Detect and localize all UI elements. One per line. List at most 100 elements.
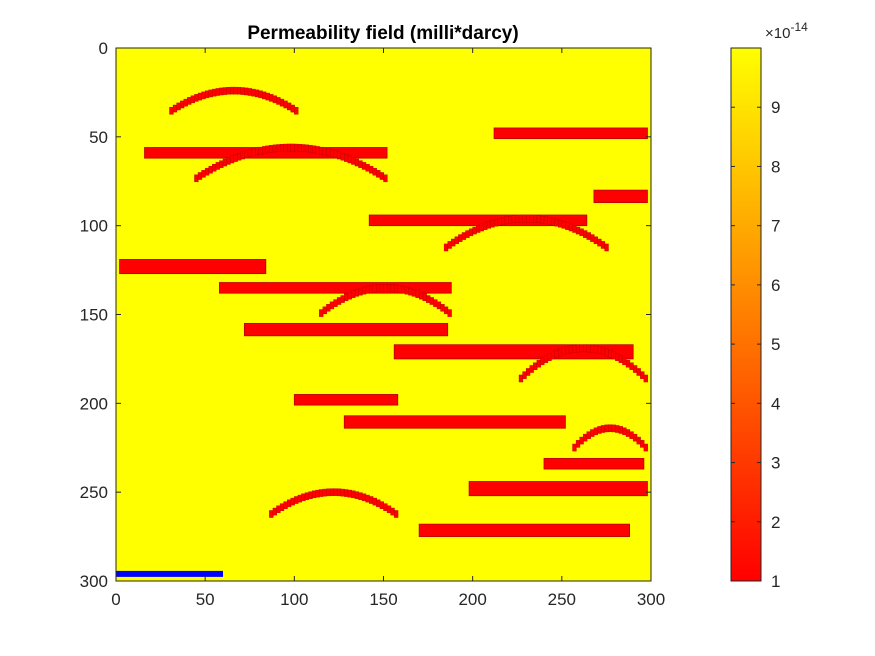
channel-arc-cell: [269, 145, 274, 153]
channel-arc-cell: [237, 87, 242, 95]
channel-arc-cell: [290, 143, 295, 152]
channel-arc-cell: [376, 499, 381, 508]
channel-arc-cell: [208, 165, 213, 174]
channel-bar: [119, 259, 267, 275]
channel-arc-cell: [294, 143, 299, 152]
channel-arc-cell: [575, 440, 581, 448]
channel-arc-cell: [408, 287, 413, 296]
channel-arc-cell: [504, 216, 509, 225]
x-axis: 0 50 100 150 200 250 300: [111, 48, 665, 609]
chart-title: Permeability field (milli*darcy): [247, 23, 518, 44]
channel-arc-cell: [329, 149, 335, 158]
channel-arc-cell: [554, 350, 559, 358]
channel-arc-cell: [568, 223, 574, 232]
channel-arc-cell: [254, 89, 260, 98]
channel-arc-cell: [265, 145, 270, 154]
channel-arc-cell: [622, 427, 627, 436]
channel-arc-cell: [365, 164, 370, 172]
channel-arc-cell: [315, 489, 320, 498]
channel-arc-cell: [597, 346, 602, 355]
channel-arc-cell: [536, 359, 541, 368]
channel-arc-cell: [365, 286, 370, 294]
well-marker: [116, 570, 223, 577]
channel-arc-cell: [540, 357, 545, 366]
channel-arc-cell: [543, 355, 549, 363]
channel-arc-cell: [394, 510, 399, 518]
channel-arc-cell: [187, 97, 192, 105]
channel-arc-cell: [212, 164, 217, 172]
x-tick-label: 0: [111, 590, 120, 609]
channel-arc-cell: [319, 309, 324, 317]
channel-arc-cell: [579, 436, 584, 445]
channel-arc-cell: [636, 368, 641, 376]
channel-arc-cell: [336, 488, 342, 497]
channel-arc-cell: [194, 174, 199, 183]
x-tick-label: 200: [458, 590, 486, 609]
y-tick-label: 250: [80, 483, 108, 502]
channel-arc-cell: [533, 215, 538, 223]
y-tick-label: 150: [80, 306, 108, 325]
channel-arc-cell: [290, 104, 295, 113]
channel-layer: [119, 86, 648, 537]
channel-arc-cell: [608, 350, 613, 358]
channel-arc-cell: [365, 494, 370, 503]
channel-arc-cell: [458, 234, 463, 242]
channel-arc-cell: [404, 286, 409, 295]
channel-arc-cell: [201, 170, 206, 178]
channel-arc-cell: [447, 309, 452, 317]
colorbar-tick-label: 3: [771, 454, 780, 473]
channel-arc-cell: [276, 97, 281, 105]
channel-arc-cell: [247, 149, 253, 158]
channel-arc-cell: [308, 145, 313, 153]
x-tick-label: 300: [637, 590, 665, 609]
channel-arc-cell: [336, 297, 342, 305]
channel-arc-cell: [262, 91, 267, 100]
channel-arc-cell: [215, 162, 220, 170]
channel-arc-cell: [586, 344, 591, 353]
channel-arc-cell: [386, 284, 392, 292]
channel-arc-cell: [176, 102, 181, 111]
channel-arc-cell: [479, 223, 484, 232]
channel-arc: [443, 214, 609, 252]
channel-arc-cell: [615, 353, 620, 361]
channel-arc-cell: [272, 507, 277, 516]
channel-arc-cell: [326, 304, 331, 312]
channel-arc-cell: [593, 236, 599, 245]
channel-arc-cell: [615, 425, 620, 433]
colorbar-axis: 1 2 3 4 5 6 7 8 9: [731, 98, 780, 591]
channel-arc-cell: [179, 100, 185, 109]
channel-arc-cell: [590, 345, 595, 353]
channel-arc-cell: [194, 94, 199, 102]
channel-bar: [543, 458, 645, 470]
channel-arc-cell: [572, 225, 577, 233]
channel-arc-cell: [240, 87, 245, 95]
channel-arc-cell: [372, 497, 377, 506]
channel-arc-cell: [383, 174, 388, 183]
channel-bar: [468, 481, 648, 497]
channel-arc-cell: [172, 104, 178, 113]
colorbar-tick-label: 5: [771, 335, 780, 354]
channel-arc-cell: [590, 429, 595, 437]
channel-arc-cell: [351, 157, 356, 165]
channel-arc-cell: [219, 160, 224, 168]
channel-arc-cell: [522, 371, 527, 379]
channel-arc: [169, 86, 299, 115]
channel-arc-cell: [590, 234, 595, 242]
channel-arc-cell: [447, 241, 452, 249]
channel-arc-cell: [226, 87, 231, 95]
channel-arc-cell: [629, 431, 634, 439]
channel-arc-cell: [525, 368, 531, 376]
channel-arc-cell: [197, 92, 203, 101]
channel-arc-cell: [340, 152, 345, 161]
channel-arc-cell: [611, 351, 616, 360]
channel-arc-cell: [454, 236, 459, 245]
channel-arc: [319, 284, 452, 317]
x-tick-label: 150: [369, 590, 397, 609]
channel-arc-cell: [397, 285, 402, 293]
channel-arc-cell: [558, 219, 563, 228]
channel-arc-cell: [222, 158, 228, 167]
channel-arc-cell: [237, 152, 242, 161]
channel-arc-cell: [547, 353, 552, 361]
channel-arc-cell: [269, 510, 274, 518]
channel-arc-cell: [608, 424, 613, 432]
